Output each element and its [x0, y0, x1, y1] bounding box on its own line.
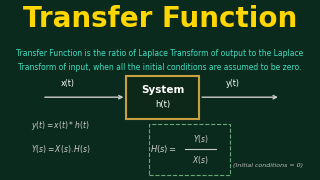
Bar [126, 76, 199, 119]
Text: x(t): x(t) [60, 79, 74, 88]
Text: (Initial conditions = 0): (Initial conditions = 0) [233, 163, 303, 168]
Text: $Y(s)$: $Y(s)$ [193, 133, 209, 145]
Text: h(t): h(t) [155, 100, 170, 109]
Text: $X(s)$: $X(s)$ [192, 154, 209, 166]
Text: System: System [141, 85, 185, 95]
Bar [149, 124, 230, 175]
Text: $Y(s) = X(s) . H(s)$: $Y(s) = X(s) . H(s)$ [31, 143, 91, 155]
Text: $y(t) = x(t) * h(t)$: $y(t) = x(t) * h(t)$ [31, 120, 89, 132]
Text: Transform of input, when all the initial conditions are assumed to be zero.: Transform of input, when all the initial… [18, 63, 302, 72]
Text: Transfer Function: Transfer Function [23, 5, 297, 33]
Text: Transfer Function is the ratio of Laplace Transform of output to the Laplace: Transfer Function is the ratio of Laplac… [16, 49, 304, 58]
Text: y(t): y(t) [226, 79, 240, 88]
Text: $H(s) =$: $H(s) =$ [150, 143, 177, 155]
